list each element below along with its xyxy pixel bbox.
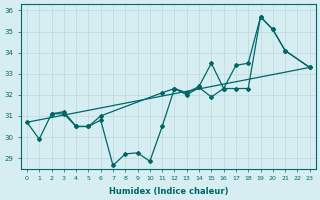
X-axis label: Humidex (Indice chaleur): Humidex (Indice chaleur) [108,187,228,196]
